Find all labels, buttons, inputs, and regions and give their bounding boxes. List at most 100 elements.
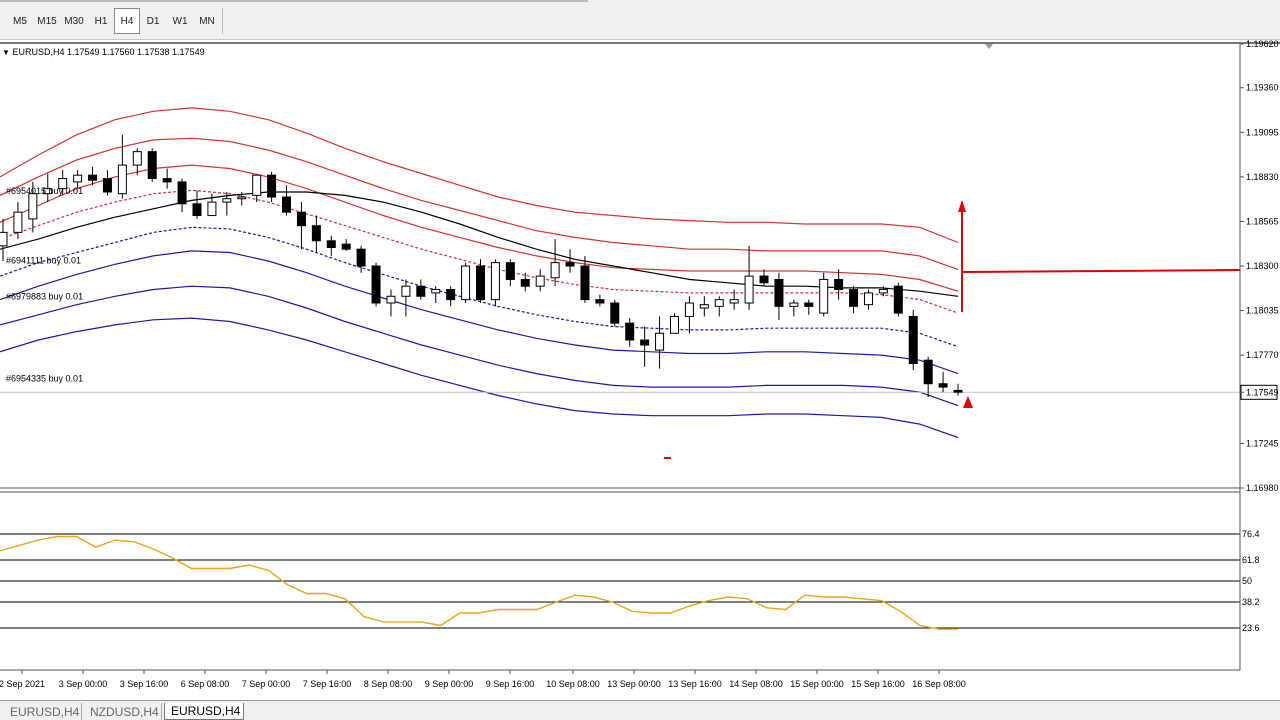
upper-band-1 bbox=[0, 107, 959, 244]
time-tick-label: 15 Sep 16:00 bbox=[851, 679, 905, 689]
bear-candle-body bbox=[893, 285, 903, 314]
candle bbox=[893, 282, 903, 317]
lower-band-4 bbox=[0, 317, 959, 439]
candle bbox=[849, 286, 859, 314]
chart-tab[interactable]: EURUSD,H4 bbox=[4, 703, 82, 720]
price-chart[interactable]: #6954015 buy 0.01 #6941111 buy 0.01 #69798… bbox=[0, 0, 1280, 700]
price-tick-label: 1.16980 bbox=[1246, 483, 1279, 493]
bull-candle-body bbox=[58, 178, 68, 190]
bull-candle-body bbox=[43, 188, 53, 195]
bear-candle-body bbox=[804, 302, 814, 307]
time-tick-label: 7 Sep 00:00 bbox=[242, 679, 291, 689]
chart-tab[interactable]: EURUSD,H4 bbox=[164, 703, 244, 720]
bull-candle-body bbox=[863, 292, 873, 306]
bull-candle-body bbox=[550, 262, 560, 279]
time-tick-label: 14 Sep 08:00 bbox=[729, 679, 783, 689]
bull-candle-body bbox=[714, 299, 724, 307]
candle bbox=[401, 279, 411, 317]
bear-candle-body bbox=[162, 178, 172, 183]
candle bbox=[162, 168, 172, 189]
bull-candle-body bbox=[252, 174, 262, 196]
candle bbox=[416, 279, 426, 300]
oscillator-panel: 76.4 61.8 50 38.2 23.6 bbox=[0, 527, 1261, 635]
chart-shift-marker bbox=[985, 44, 993, 49]
oscillator-level-box bbox=[1241, 595, 1261, 610]
oscillator-level-box bbox=[1241, 552, 1261, 567]
bear-candle-body bbox=[147, 151, 157, 180]
price-tick-label: 1.18035 bbox=[1246, 306, 1279, 316]
axis-panel: 1.19620 1.19360 1.19095 1.18830 1.18565 1.183… bbox=[0, 39, 1279, 689]
symbol-info: ▼ EURUSD,H4 1.17549 1.17560 1.17538 1.17… bbox=[2, 47, 205, 57]
bull-candle-body bbox=[117, 164, 127, 195]
lower-band-1 bbox=[0, 226, 959, 348]
candle bbox=[580, 255, 590, 303]
bear-candle-body bbox=[953, 389, 963, 393]
timeframe-button-h1[interactable]: H1 bbox=[94, 15, 108, 27]
candle bbox=[13, 202, 23, 240]
bear-candle-body bbox=[177, 181, 187, 205]
oscillator-level-label: 50 bbox=[1242, 576, 1252, 586]
chart-tab[interactable]: NZDUSD,H4 bbox=[84, 703, 162, 720]
candle bbox=[625, 318, 635, 347]
bear-candle-body bbox=[625, 322, 635, 341]
bear-candle-body bbox=[416, 285, 426, 297]
oscillator-level-box bbox=[1241, 527, 1261, 542]
candle bbox=[73, 170, 83, 189]
bull-candle-body bbox=[819, 278, 829, 314]
candle bbox=[207, 193, 217, 217]
candle bbox=[252, 174, 262, 203]
candle bbox=[565, 249, 575, 273]
candle bbox=[102, 170, 112, 196]
candle bbox=[520, 272, 530, 292]
bear-candle-body bbox=[446, 289, 456, 301]
timeframe-toolbar: M5 M15 M30 H1 H4 D1 W1 MN bbox=[0, 0, 1280, 40]
timeframe-button-w1[interactable]: W1 bbox=[172, 15, 188, 27]
time-tick-label: 8 Sep 08:00 bbox=[364, 679, 413, 689]
bear-candle-body bbox=[476, 265, 485, 301]
timeframe-button-m30[interactable]: M30 bbox=[64, 15, 84, 27]
bull-candle-body bbox=[401, 285, 411, 297]
bull-candle-body bbox=[669, 315, 679, 334]
candle bbox=[386, 289, 396, 317]
candle bbox=[535, 269, 545, 292]
candle bbox=[774, 272, 784, 320]
candle bbox=[819, 272, 829, 317]
bear-candle-body bbox=[759, 275, 769, 284]
arrow-head-up-icon bbox=[958, 200, 966, 212]
oscillator-level-label: 76.4 bbox=[1242, 529, 1260, 539]
bull-candle-body bbox=[207, 201, 217, 217]
bear-candle-body bbox=[595, 299, 605, 304]
chart-window bbox=[0, 42, 1280, 700]
timeframe-button-h4[interactable]: H4 bbox=[114, 8, 140, 34]
bull-candle-body bbox=[789, 302, 799, 307]
candle bbox=[953, 383, 963, 396]
order-label: #6954015 buy 0.01 bbox=[6, 186, 83, 196]
timeframe-button-m5[interactable]: M5 bbox=[13, 15, 27, 27]
upper-band-4 bbox=[0, 189, 959, 314]
symbol-info-text: EURUSD,H4 1.17549 1.17560 1.17538 1.1754… bbox=[12, 47, 205, 57]
candle bbox=[28, 181, 38, 233]
candle bbox=[550, 239, 560, 287]
candle bbox=[461, 262, 471, 303]
candle bbox=[177, 178, 187, 213]
price-tick-label: 1.19620 bbox=[1246, 39, 1279, 49]
timeframe-button-mn[interactable]: MN bbox=[199, 15, 215, 27]
bull-candle-body bbox=[684, 302, 694, 317]
candle bbox=[729, 289, 739, 310]
time-tick-label: 13 Sep 16:00 bbox=[668, 679, 722, 689]
candle bbox=[296, 202, 306, 250]
symbol-dropdown-icon[interactable]: ▼ bbox=[2, 48, 10, 57]
timeframe-button-m15[interactable]: M15 bbox=[37, 15, 57, 27]
oscillator-level-label: 38.2 bbox=[1242, 597, 1260, 607]
bear-candle-body bbox=[520, 278, 530, 287]
candle bbox=[192, 190, 202, 219]
timeframe-button-d1[interactable]: D1 bbox=[146, 15, 160, 27]
oscillator-line bbox=[0, 535, 958, 630]
candle bbox=[117, 134, 127, 199]
price-tick-label: 1.19360 bbox=[1246, 83, 1279, 93]
candle bbox=[341, 239, 351, 251]
price-tick-label: 1.17245 bbox=[1246, 438, 1279, 448]
bear-candle-body bbox=[938, 383, 948, 388]
bear-candle-body bbox=[834, 278, 844, 291]
candle bbox=[699, 296, 709, 317]
